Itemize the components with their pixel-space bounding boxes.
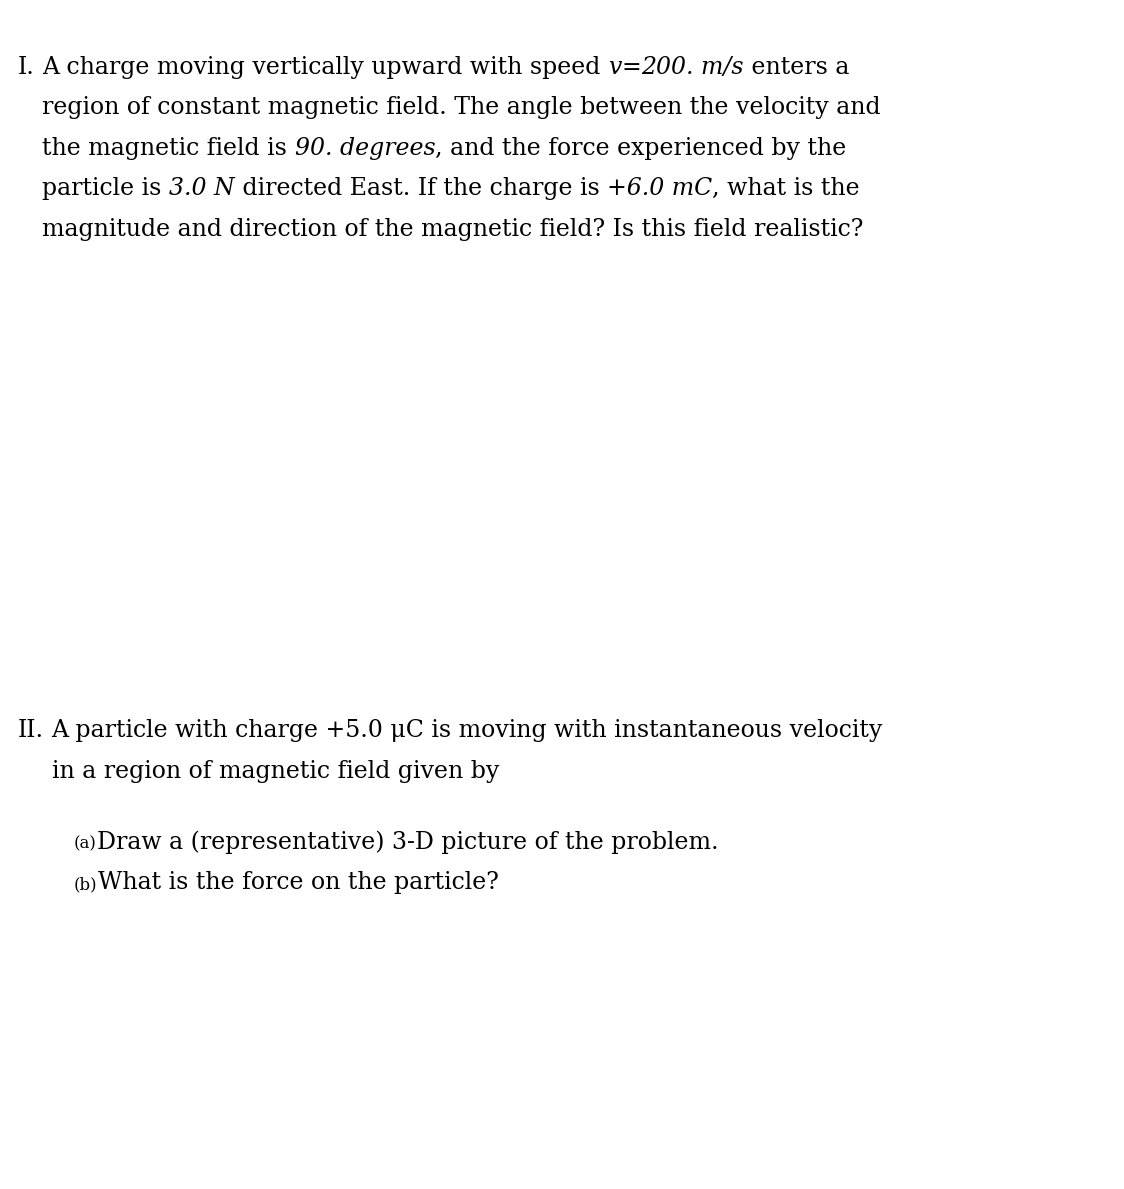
Text: directed East. If the charge is: directed East. If the charge is	[235, 177, 607, 200]
Text: v: v	[608, 56, 622, 78]
Text: 200. m/s: 200. m/s	[642, 56, 744, 78]
Text: the magnetic field is: the magnetic field is	[43, 137, 294, 159]
Text: II.: II.	[18, 719, 44, 742]
Text: A charge moving vertically upward with speed: A charge moving vertically upward with s…	[43, 56, 608, 78]
Text: I.: I.	[18, 56, 35, 78]
Text: , and the force experienced by the: , and the force experienced by the	[435, 137, 846, 159]
Text: region of constant magnetic field. The angle between the velocity and: region of constant magnetic field. The a…	[43, 96, 881, 119]
Text: (b): (b)	[74, 876, 98, 893]
Text: enters a: enters a	[744, 56, 850, 78]
Text: What is the force on the particle?: What is the force on the particle?	[98, 872, 499, 894]
Text: in a region of magnetic field given by: in a region of magnetic field given by	[52, 760, 499, 782]
Text: +6.0 mC: +6.0 mC	[607, 177, 713, 200]
Text: A particle with charge +5.0 μC is moving with instantaneous velocity: A particle with charge +5.0 μC is moving…	[52, 719, 883, 742]
Text: =: =	[622, 56, 642, 78]
Text: 3.0 N: 3.0 N	[170, 177, 235, 200]
Text: , what is the: , what is the	[713, 177, 860, 200]
Text: 90. degrees: 90. degrees	[294, 137, 435, 159]
Text: Draw a (representative) 3-D picture of the problem.: Draw a (representative) 3-D picture of t…	[97, 830, 718, 854]
Text: magnitude and direction of the magnetic field? Is this field realistic?: magnitude and direction of the magnetic …	[43, 218, 863, 240]
Text: (a): (a)	[74, 836, 97, 853]
Text: particle is: particle is	[43, 177, 170, 200]
